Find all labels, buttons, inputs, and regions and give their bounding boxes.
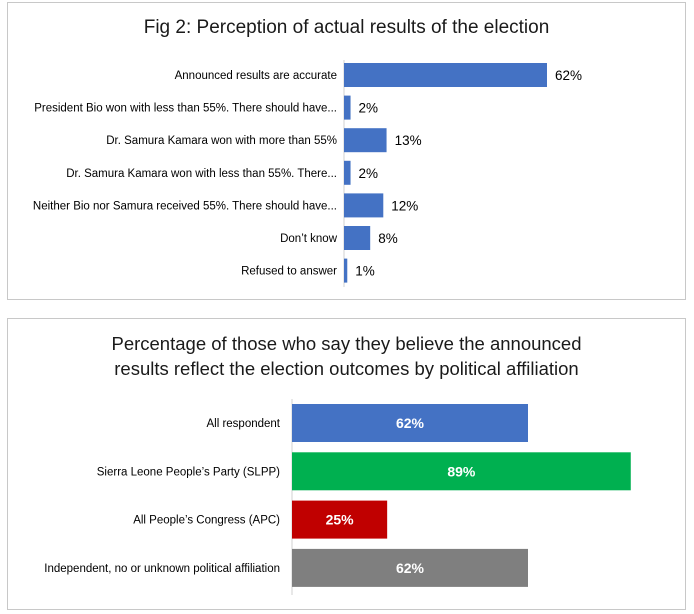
- category-label: Neither Bio nor Samura received 55%. The…: [33, 200, 337, 212]
- bar: [344, 226, 371, 250]
- bar: [344, 258, 348, 283]
- data-label: 8%: [378, 231, 398, 246]
- bar: [344, 95, 351, 120]
- data-label: 62%: [396, 415, 425, 431]
- bar-chart-perception: Announced results are accurate 62% Preside…: [33, 60, 582, 287]
- chart-panel-affiliation: Percentage of those who say they believe…: [7, 318, 686, 610]
- bar: [344, 193, 384, 218]
- category-label: Dr. Samura Kamara won with less than 55%…: [66, 168, 337, 180]
- bar: [292, 452, 631, 491]
- data-label: 2%: [359, 101, 379, 116]
- bar: [292, 500, 388, 539]
- bar-chart-affiliation: All respondent 62% Sierra Leone People’s P…: [44, 399, 631, 595]
- data-label: 62%: [555, 68, 582, 83]
- data-label: 1%: [355, 264, 375, 279]
- category-label: President Bio won with less than 55%. Th…: [34, 103, 337, 115]
- category-label: Refused to answer: [241, 266, 337, 278]
- category-label: Announced results are accurate: [175, 70, 337, 82]
- data-label: 12%: [391, 198, 418, 213]
- data-label: 13%: [395, 133, 422, 148]
- bar: [292, 548, 528, 587]
- bar: [344, 160, 351, 185]
- category-label: All People’s Congress (APC): [133, 515, 280, 527]
- chart-title: Fig 2: Perception of actual results of t…: [143, 17, 550, 38]
- bar: [344, 128, 387, 153]
- chart-title-line-1: Percentage of those who say they believe…: [111, 333, 582, 354]
- chart-title: Percentage of those who say they believe…: [8, 331, 685, 381]
- category-label: Don’t know: [280, 233, 338, 245]
- data-label: 89%: [447, 463, 476, 479]
- chart-title-line-2: results reflect the election outcomes by…: [114, 358, 579, 379]
- category-label: Independent, no or unknown political aff…: [44, 563, 280, 575]
- category-label: All respondent: [206, 418, 280, 430]
- chart-panel-perception: Fig 2: Perception of actual results of t…: [7, 2, 686, 300]
- category-label: Sierra Leone People’s Party (SLPP): [97, 466, 280, 478]
- data-label: 62%: [396, 560, 425, 576]
- bar: [344, 63, 547, 87]
- category-label: Dr. Samura Kamara won with more than 55%: [106, 135, 337, 147]
- bar: [292, 404, 528, 442]
- data-label: 25%: [326, 512, 355, 528]
- data-label: 2%: [359, 166, 379, 181]
